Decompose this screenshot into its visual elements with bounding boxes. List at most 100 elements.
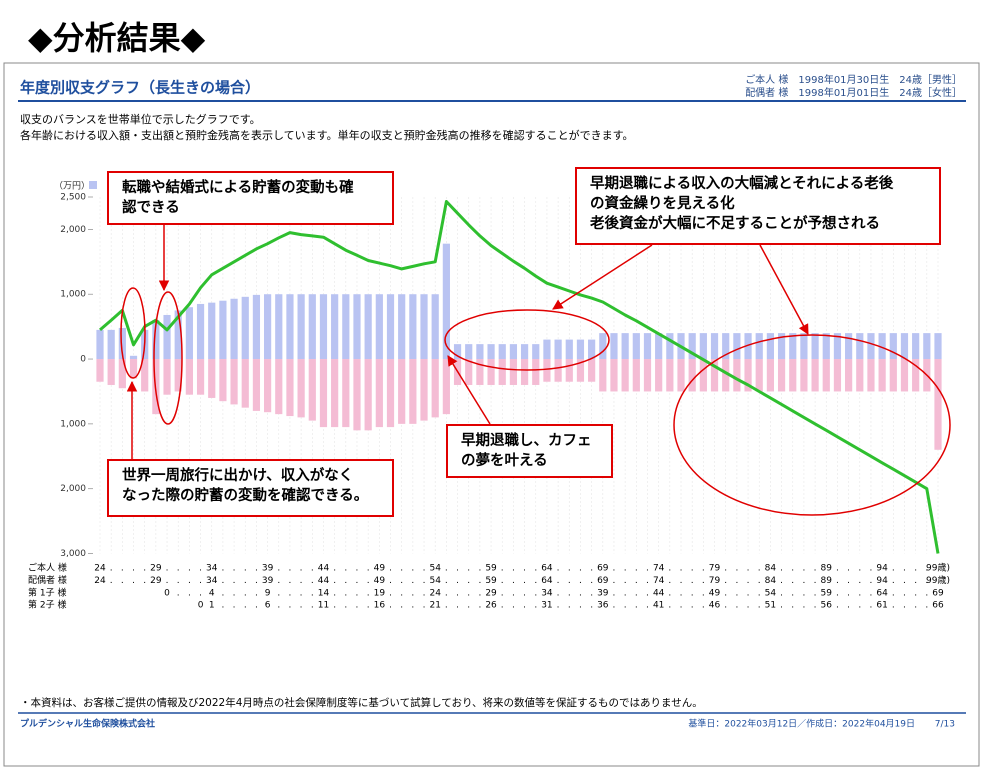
bar	[107, 359, 115, 385]
age-label: .	[668, 564, 671, 574]
age-label: .	[892, 576, 895, 586]
age-label: .	[289, 588, 292, 598]
bar	[666, 359, 674, 392]
bar	[800, 333, 808, 360]
bar	[934, 359, 942, 450]
row-name: ご本人 様	[28, 562, 67, 574]
y-tick-label: 2,000	[60, 225, 86, 235]
age-label: .	[244, 588, 247, 598]
bar	[487, 359, 495, 385]
bar	[498, 344, 506, 360]
bar	[822, 359, 830, 392]
age-label: 69	[597, 576, 609, 586]
age-label: 11	[318, 601, 329, 611]
age-label: .	[121, 564, 124, 574]
callout-text: 認できる	[122, 198, 180, 216]
bar	[655, 359, 663, 392]
bar	[576, 359, 585, 382]
age-label: .	[780, 564, 783, 574]
bar	[766, 359, 774, 392]
age-label: .	[501, 564, 504, 574]
age-label: .	[478, 576, 481, 586]
age-label: .	[836, 588, 839, 598]
age-label: .	[367, 588, 370, 598]
highlight-ellipse	[153, 291, 183, 425]
age-label: .	[780, 576, 783, 586]
bar	[699, 359, 707, 392]
y-tick-label: 0	[80, 355, 86, 365]
age-label: .	[300, 576, 303, 586]
bar	[297, 359, 305, 418]
legend-swatch	[89, 181, 97, 189]
age-label: 89	[821, 564, 833, 574]
age-label: .	[791, 601, 794, 611]
bar	[822, 333, 830, 360]
age-label: .	[177, 576, 180, 586]
age-label: .	[367, 601, 370, 611]
age-label: .	[400, 588, 403, 598]
bar	[107, 329, 115, 360]
age-label: .	[478, 601, 481, 611]
age-label: 64	[541, 564, 553, 574]
age-label: .	[668, 601, 671, 611]
age-label: .	[635, 564, 638, 574]
age-label: 59	[821, 588, 833, 598]
age-label: .	[847, 601, 850, 611]
age-label: 79	[709, 564, 721, 574]
report-title: 年度別収支グラフ（長生きの場合）	[20, 79, 260, 97]
age-label: .	[311, 601, 314, 611]
bar	[476, 359, 484, 385]
age-label: .	[870, 588, 873, 598]
age-label: 41	[653, 601, 664, 611]
age-label: .	[724, 576, 727, 586]
bar	[196, 359, 205, 395]
age-label: .	[579, 576, 582, 586]
age-label: .	[423, 564, 426, 574]
bar	[934, 333, 942, 360]
age-label: .	[501, 576, 504, 586]
age-label: .	[478, 564, 481, 574]
age-label: .	[277, 588, 280, 598]
bar	[331, 359, 339, 428]
age-label: 59	[485, 576, 497, 586]
age-label: 61	[876, 601, 887, 611]
age-label: .	[702, 588, 705, 598]
age-label: .	[166, 576, 169, 586]
age-label: .	[914, 588, 917, 598]
bar	[565, 339, 573, 360]
age-label: 54	[765, 588, 777, 598]
age-label: .	[590, 576, 593, 586]
age-label: 79	[709, 576, 721, 586]
age-label: .	[735, 601, 738, 611]
age-label: .	[624, 588, 627, 598]
bar	[632, 333, 640, 360]
bar	[275, 359, 283, 415]
age-label: .	[870, 564, 873, 574]
age-label: .	[579, 588, 582, 598]
age-label: .	[925, 564, 928, 574]
age-label: 4	[209, 588, 215, 598]
age-label: .	[747, 601, 750, 611]
age-label: .	[177, 588, 180, 598]
bar	[398, 359, 406, 424]
age-label: .	[300, 588, 303, 598]
bar	[588, 359, 596, 382]
age-label: .	[758, 588, 761, 598]
age-label: .	[445, 564, 448, 574]
age-label: .	[456, 576, 459, 586]
highlight-ellipse	[120, 287, 146, 379]
age-label: .	[814, 576, 817, 586]
age-label: .	[389, 576, 392, 586]
age-label: .	[233, 588, 236, 598]
bar	[319, 294, 328, 360]
age-label: .	[903, 601, 906, 611]
bar	[163, 314, 171, 360]
age-label: .	[277, 564, 280, 574]
age-label: .	[724, 564, 727, 574]
bar	[923, 333, 931, 360]
age-label: .	[221, 576, 224, 586]
age-label: 34	[541, 588, 553, 598]
age-label: .	[534, 576, 537, 586]
description: 収支のバランスを世帯単位で示したグラフです。	[20, 112, 261, 126]
bar	[789, 333, 797, 360]
